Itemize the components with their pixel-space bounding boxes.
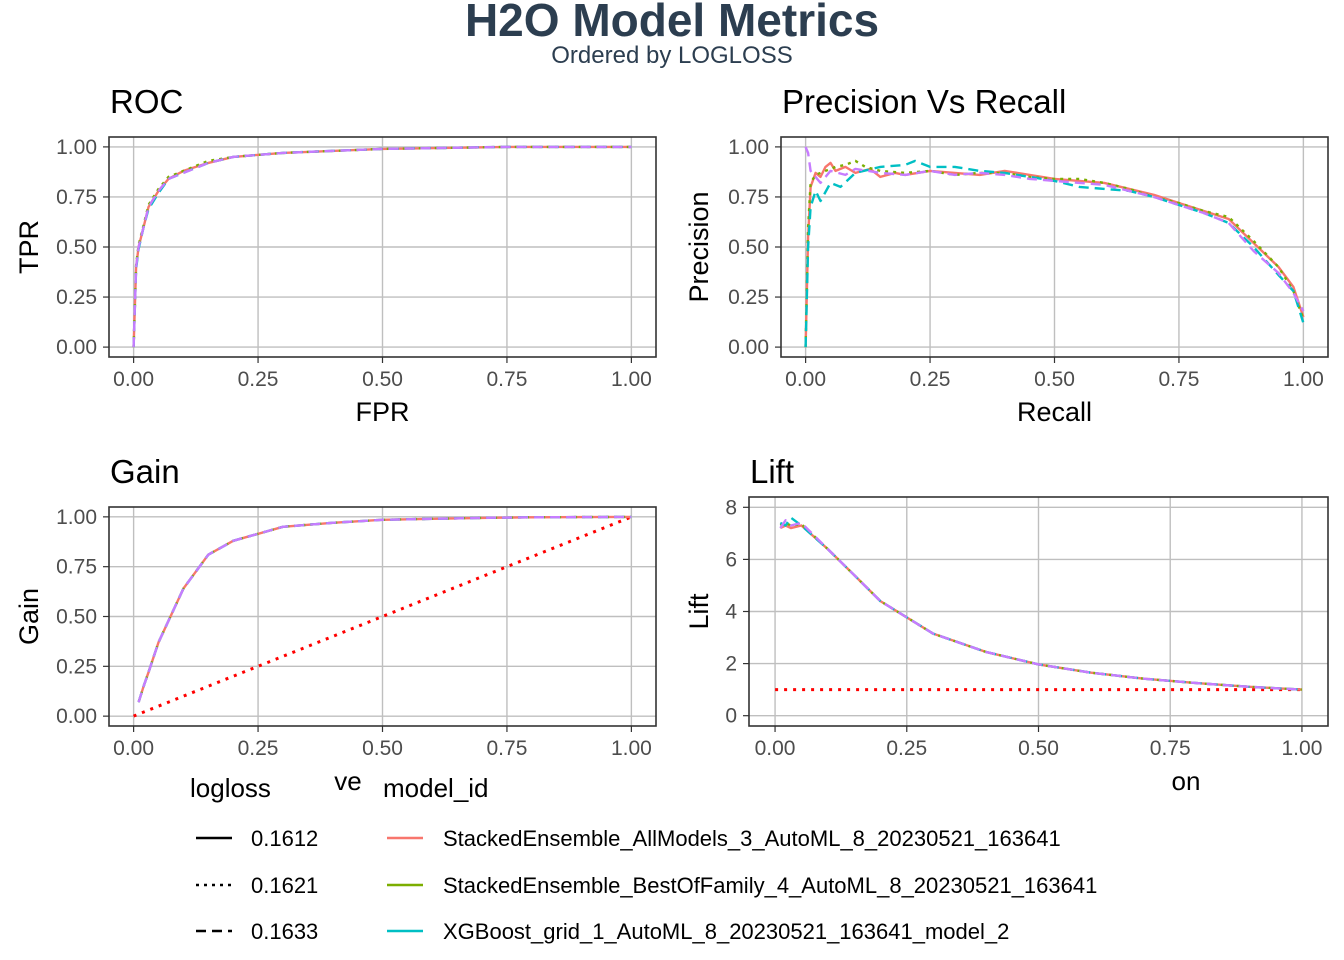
roc-panel-border <box>108 136 657 358</box>
pr-xtick-label: 0.75 <box>1159 368 1200 391</box>
roc-title: ROC <box>110 83 183 120</box>
lift-title: Lift <box>750 453 794 490</box>
gain-xlabel-fragment: ve <box>334 766 361 796</box>
gain-series-line-3 <box>137 515 632 703</box>
gain-ytick-label: 1.00 <box>56 506 97 529</box>
pr-ytick-label: 0.00 <box>728 336 769 359</box>
roc-ytick-label: 1.00 <box>56 136 97 159</box>
gain-panel-border <box>108 506 657 727</box>
legend-model-name: StackedEnsemble_AllModels_3_AutoML_8_202… <box>443 826 1061 851</box>
legend-model-title: model_id <box>383 773 489 803</box>
lift-panel: Lift 0.00 0.25 0.50 0.75 1.00 0 2 4 6 8 Lift <box>684 453 1329 760</box>
legend-logloss-value: 0.1621 <box>251 873 318 898</box>
gain-xtick-label: 0.00 <box>113 737 154 760</box>
roc-xtick-label: 0.50 <box>362 368 403 391</box>
pr-xtick-label: 1.00 <box>1283 368 1324 391</box>
gain-series-line-4 <box>137 515 632 703</box>
gain-panel: Gain 0.00 0.25 0.50 0.75 1.00 0.00 0.25 0.50 0.75… <box>14 453 657 760</box>
roc-xtick-label: 1.00 <box>611 368 652 391</box>
gain-xtick-label: 0.75 <box>487 737 528 760</box>
gain-ytick-label: 0.00 <box>56 705 97 728</box>
lift-xtick-label: 1.00 <box>1282 737 1323 760</box>
lift-ylabel: Lift <box>684 593 714 630</box>
legend-items: 0.1612 0.1621 0.1633 StackedEnsemble_AllMod… <box>196 826 1097 944</box>
pr-xtick-label: 0.25 <box>910 368 951 391</box>
pr-ytick-label: 0.25 <box>728 286 769 309</box>
gain-ytick-label: 0.50 <box>56 606 97 629</box>
lift-xlabel-fragment: on <box>1172 766 1201 796</box>
lift-ytick-label: 6 <box>725 548 737 571</box>
lift-ytick-label: 8 <box>725 496 737 519</box>
roc-xtick-label: 0.75 <box>487 368 528 391</box>
legend-logloss-title: logloss <box>190 773 271 803</box>
legend-logloss-value: 0.1612 <box>251 826 318 851</box>
pr-series-line-3 <box>804 159 1305 348</box>
gain-ytick-label: 0.75 <box>56 556 97 579</box>
figure-title: H2O Model Metrics <box>465 0 879 46</box>
lift-panel-border <box>748 496 1329 727</box>
roc-xtick-label: 0.25 <box>238 368 279 391</box>
pr-series-line-2 <box>804 159 1305 348</box>
roc-xtick-label: 0.00 <box>113 368 154 391</box>
pr-ytick-label: 0.75 <box>728 186 769 209</box>
pr-series-line-1 <box>804 161 1305 348</box>
pr-panel-border <box>780 136 1329 358</box>
lift-ytick-label: 0 <box>725 705 737 728</box>
lift-xtick-label: 0.25 <box>886 737 927 760</box>
roc-panel: ROC 0.00 0.25 0.50 0.75 1.00 0.00 0.25 0.50 0.75 1… <box>14 83 657 427</box>
pr-panel: Precision Vs Recall 0.00 0.25 0.50 0.75 1.00 0… <box>684 83 1329 427</box>
pr-xtick-label: 0.00 <box>785 368 826 391</box>
legend-model-name: XGBoost_grid_1_AutoML_8_20230521_163641_… <box>443 919 1009 944</box>
lift-xtick-label: 0.00 <box>755 737 796 760</box>
legend-model-name: StackedEnsemble_BestOfFamily_4_AutoML_8_… <box>443 873 1097 898</box>
chart-panels: ROC 0.00 0.25 0.50 0.75 1.00 0.00 0.25 0.50 0.75 1… <box>14 83 1329 760</box>
legend: logloss model_id 0.1612 0.1621 0.1633 Stack… <box>190 773 1097 944</box>
figure-subtitle: Ordered by LOGLOSS <box>551 42 792 69</box>
gain-xtick-label: 1.00 <box>611 737 652 760</box>
roc-series-line-4 <box>132 145 632 348</box>
roc-ytick-label: 0.00 <box>56 336 97 359</box>
lift-xtick-label: 0.50 <box>1018 737 1059 760</box>
legend-logloss-value: 0.1633 <box>251 919 318 944</box>
lift-xtick-label: 0.75 <box>1150 737 1191 760</box>
gain-xtick-label: 0.50 <box>362 737 403 760</box>
lift-ytick-label: 2 <box>725 653 737 676</box>
roc-xlabel: FPR <box>356 397 410 427</box>
gain-xtick-label: 0.25 <box>238 737 279 760</box>
roc-ytick-label: 0.75 <box>56 186 97 209</box>
roc-ylabel: TPR <box>14 220 44 274</box>
gain-title: Gain <box>110 453 180 490</box>
roc-ytick-label: 0.50 <box>56 236 97 259</box>
pr-ylabel: Precision <box>684 191 714 302</box>
gain-ylabel: Gain <box>14 588 44 645</box>
gain-series-line-1 <box>137 515 632 703</box>
pr-series-line-4 <box>804 146 1305 312</box>
roc-ytick-label: 0.25 <box>56 286 97 309</box>
pr-title: Precision Vs Recall <box>782 83 1066 120</box>
lift-ytick-label: 4 <box>725 601 737 624</box>
pr-xtick-label: 0.50 <box>1034 368 1075 391</box>
pr-xlabel: Recall <box>1017 397 1092 427</box>
gain-series-line-2 <box>137 515 632 703</box>
lift-series-line-4 <box>779 519 1302 691</box>
gain-ytick-label: 0.25 <box>56 655 97 678</box>
pr-ytick-label: 1.00 <box>728 136 769 159</box>
pr-ytick-label: 0.50 <box>728 236 769 259</box>
